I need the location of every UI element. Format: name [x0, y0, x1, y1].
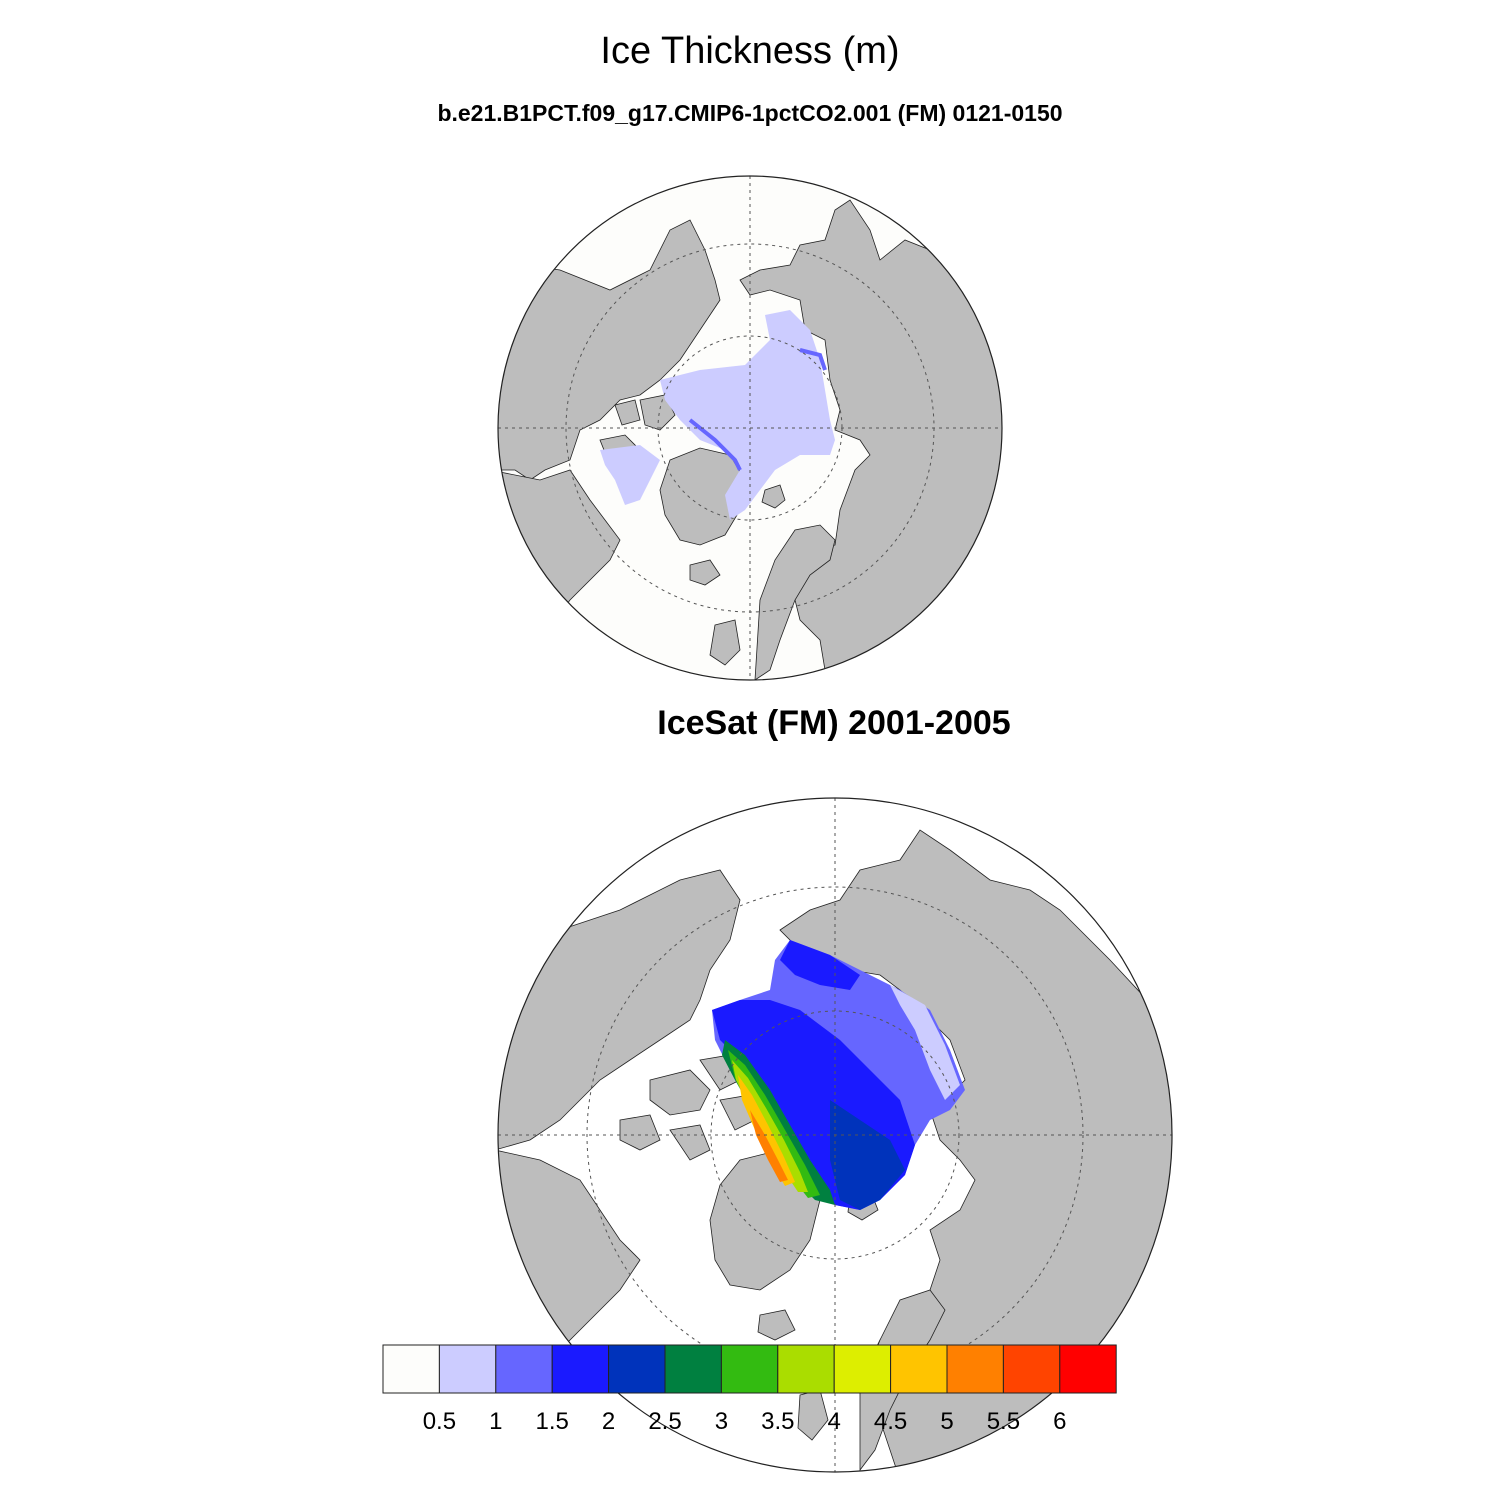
colorbar-tick-label: 4.5 — [874, 1408, 907, 1435]
colorbar-tick-label: 3 — [715, 1408, 728, 1435]
colorbar-swatch — [833, 1344, 892, 1394]
colorbar-swatch — [438, 1344, 497, 1394]
colorbar-swatch — [1002, 1344, 1061, 1394]
colorbar-tick-label: 1.5 — [536, 1408, 569, 1435]
model-graticule — [498, 176, 1002, 680]
colorbar-tick-label: 2.5 — [648, 1408, 681, 1435]
colorbar-tick-label: 2 — [602, 1408, 615, 1435]
colorbar-tick-label: 3.5 — [761, 1408, 794, 1435]
model-sea-ice — [660, 310, 835, 520]
colorbar-swatch — [890, 1344, 948, 1394]
colorbar-swatch — [1059, 1344, 1117, 1394]
colorbar-tick-label: 4 — [828, 1408, 841, 1435]
colorbar-labels: 0.5 1 1.5 2 2.5 3 3.5 4 4.5 5 5.5 6 — [423, 1408, 1067, 1435]
model-ice-coastal-band-2 — [799, 348, 827, 371]
colorbar-swatch — [946, 1344, 1004, 1394]
colorbar-swatch — [608, 1344, 666, 1394]
colorbar-tick-label: 5 — [940, 1408, 953, 1435]
colorbar-swatch — [664, 1344, 722, 1394]
colorbar-swatch — [720, 1344, 779, 1394]
model-map-border — [497, 175, 1003, 681]
colorbar-swatch — [495, 1344, 553, 1394]
colorbar-swatch — [382, 1344, 440, 1394]
colorbar-swatch — [551, 1344, 610, 1394]
model-land — [498, 199, 1002, 680]
colorbar-tick-label: 5.5 — [987, 1408, 1020, 1435]
model-polar-map — [497, 175, 1003, 681]
colorbar-tick-label: 6 — [1053, 1408, 1066, 1435]
figure-title: Ice Thickness (m) — [600, 30, 900, 72]
model-ice-coastal-band — [688, 418, 742, 471]
icesat-map-border — [497, 797, 1173, 1473]
colorbar — [382, 1344, 1117, 1394]
colorbar-tick-label: 1 — [489, 1408, 502, 1435]
colorbar-swatch — [777, 1344, 835, 1394]
model-sea-ice-archipelago — [600, 445, 660, 505]
colorbar-tick-label: 0.5 — [423, 1408, 456, 1435]
icesat-polar-map — [497, 797, 1173, 1473]
icesat-thickness-field — [712, 940, 965, 1210]
observation-panel-title: IceSat (FM) 2001-2005 — [657, 704, 1011, 742]
model-case-subtitle: b.e21.B1PCT.f09_g17.CMIP6-1pctCO2.001 (F… — [437, 100, 1063, 126]
